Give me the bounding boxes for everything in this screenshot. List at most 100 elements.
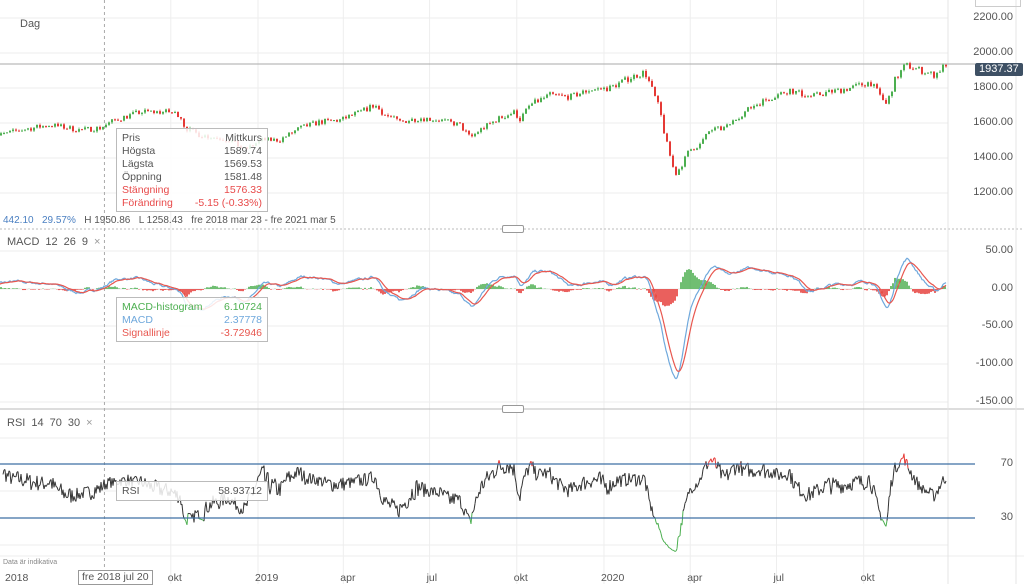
candle-body [414, 119, 416, 122]
candle-body [609, 86, 611, 91]
rsi-line-segment [686, 497, 687, 501]
rsi-line-segment [454, 494, 455, 504]
macd-histogram-bar [464, 289, 466, 293]
rsi-line-segment [631, 479, 632, 483]
candle-body [936, 73, 938, 78]
resize-handle-macd[interactable] [502, 405, 524, 413]
candle-body [552, 92, 554, 94]
candle-body [51, 126, 53, 127]
candle-body [630, 79, 632, 82]
candle-body [351, 115, 353, 116]
rsi-close-icon[interactable]: × [86, 417, 92, 429]
macd-close-icon[interactable]: × [94, 236, 100, 248]
macd-histogram-bar [536, 288, 538, 289]
rsi-line-segment [101, 482, 102, 490]
macd-histogram-bar [244, 289, 246, 290]
macd-histogram-bar [360, 288, 362, 289]
resize-handle-price[interactable] [502, 225, 524, 233]
candle-body [525, 109, 527, 114]
rsi-line-segment [460, 496, 461, 508]
macd-histogram-bar [402, 289, 404, 290]
rsi-line-segment [668, 546, 669, 547]
rsi-line-segment [23, 483, 24, 486]
rsi-line-segment [238, 509, 239, 513]
candle-body [426, 118, 428, 121]
macd-histogram-bar [400, 289, 402, 291]
rsi-line-segment [637, 477, 638, 484]
rsi-line-segment [772, 475, 773, 479]
rsi-line-segment [861, 476, 862, 485]
candle-body [669, 142, 671, 156]
macd-histogram-bar [494, 286, 496, 289]
candle-body [708, 131, 710, 134]
candle-body [906, 63, 908, 65]
rsi-line-segment [869, 475, 870, 484]
rsi-line-segment [635, 474, 636, 486]
rsi-line-segment [761, 470, 762, 471]
macd-value: 2.37778 [224, 314, 262, 327]
rsi-line-segment [32, 482, 33, 487]
rsi-line-segment [338, 482, 339, 488]
macd-histogram-bar [418, 286, 420, 289]
macd-histogram-bar [34, 289, 36, 290]
rsi-line-segment [357, 475, 358, 478]
candle-body [582, 91, 584, 94]
macd-histogram-bar [334, 289, 336, 291]
rsi-line-segment [437, 493, 438, 495]
macd-histogram-bar [588, 288, 590, 289]
macd-histogram-bar [658, 289, 660, 301]
candle-body [399, 119, 401, 121]
rsi-line-segment [629, 473, 630, 480]
rsi-line-segment [878, 505, 879, 510]
macd-histogram-bar [800, 289, 802, 293]
rsi-line-segment [405, 503, 406, 508]
candle-body [144, 110, 146, 113]
rsi-line-segment [587, 480, 588, 482]
candle-body [624, 77, 626, 79]
rsi-line-segment [777, 469, 778, 474]
rsi-line-segment [576, 485, 577, 491]
candle-body [696, 148, 698, 150]
macd-histogram-bar [740, 287, 742, 289]
macd-histogram-bar [348, 288, 350, 289]
macd-histogram-bar [730, 289, 732, 290]
rsi-line-segment [528, 467, 529, 476]
rsi-line-segment [361, 478, 362, 486]
rsi-line-segment [768, 469, 769, 477]
candle-body [594, 89, 596, 90]
rsi-line-segment [363, 474, 364, 484]
macd-histogram-bar [568, 289, 570, 292]
macd-hist-label: MACD-histogram [122, 301, 203, 314]
macd-histogram-bar [118, 288, 120, 289]
candle-body [72, 126, 74, 131]
macd-histogram-bar [152, 289, 154, 291]
macd-histogram-bar [16, 288, 18, 289]
candle-body [855, 84, 857, 85]
rsi-line-segment [703, 467, 704, 470]
candle-body [108, 122, 110, 124]
macd-histogram-bar [0, 287, 2, 289]
candle-body [48, 126, 50, 127]
rsi-line-segment [601, 477, 602, 484]
macd-histogram-bar [860, 287, 862, 289]
rsi-line-segment [766, 471, 767, 473]
macd-histogram-bar [354, 288, 356, 289]
candle-body [840, 89, 842, 93]
macd-histogram-bar [198, 289, 200, 290]
macd-histogram-bar [210, 287, 212, 289]
macd-histogram-bar [770, 289, 772, 290]
rsi-line-segment [440, 487, 441, 488]
time-tick-label: okt [514, 572, 528, 584]
candle-body [24, 130, 26, 131]
candle-body [114, 119, 116, 120]
macd-histogram-bar [392, 289, 394, 291]
candle-body [921, 67, 923, 74]
macd-tick-label: -50.00 [953, 319, 1013, 331]
rsi-line-segment [88, 487, 89, 489]
rsi-line-segment [525, 469, 526, 477]
candle-body [411, 119, 413, 121]
rsi-line-segment [685, 501, 686, 503]
macd-histogram-bar [256, 285, 258, 289]
candle-body [327, 119, 329, 120]
